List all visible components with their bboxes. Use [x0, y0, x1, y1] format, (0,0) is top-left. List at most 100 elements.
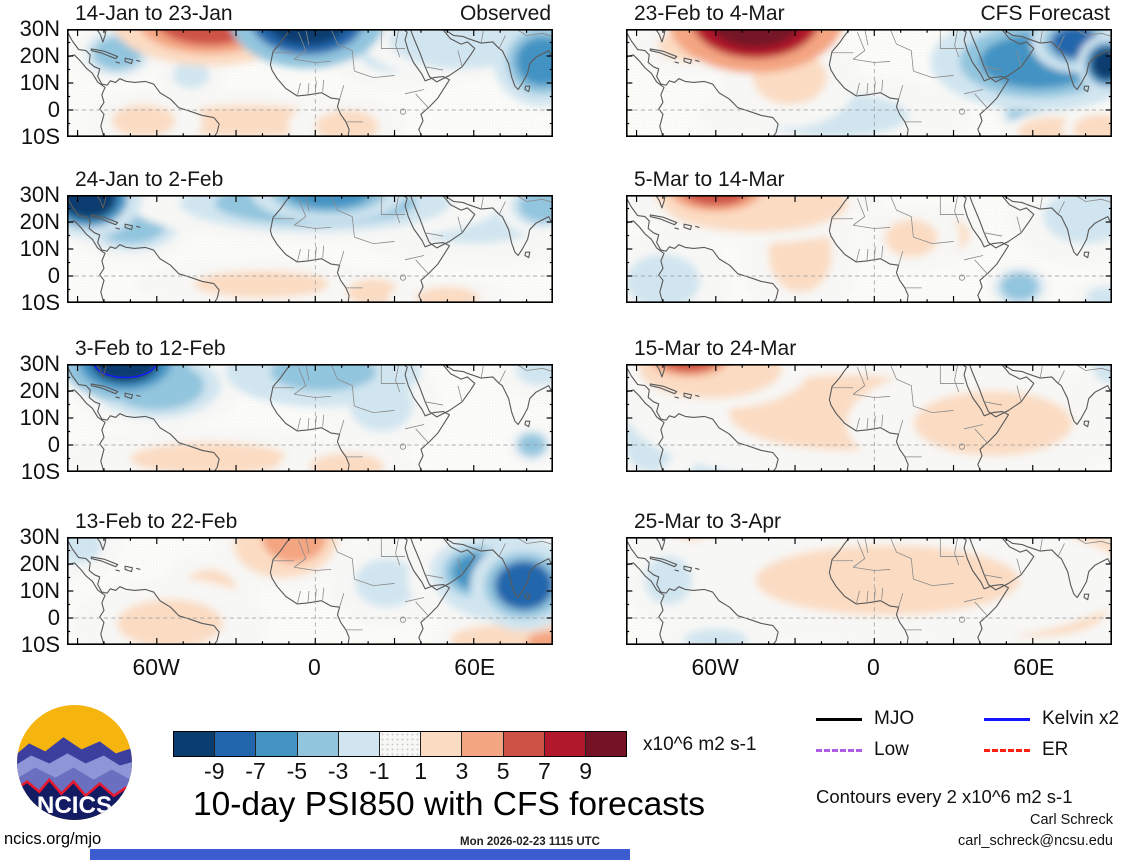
colorbar-segment — [462, 732, 504, 756]
panel-date-range: 3-Feb to 12-Feb — [75, 337, 226, 360]
anomaly-map — [626, 537, 1112, 645]
lat-tick-label: 0 — [47, 605, 60, 630]
author-credit: Carl Schreck — [1030, 812, 1113, 828]
lat-tick-label: 10S — [20, 290, 60, 315]
logo-red-ridgeline — [17, 777, 132, 798]
kelvin-line-swatch — [984, 717, 1030, 721]
anomaly-map — [67, 537, 553, 645]
anomaly-map — [67, 364, 553, 472]
lat-tick-label: 0 — [47, 263, 60, 288]
figure-title: 10-day PSI850 with CFS forecasts — [192, 786, 706, 823]
legend-label: Kelvin x2 — [1042, 708, 1120, 729]
generation-timestamp: Mon 2026-02-23 1115 UTC — [460, 836, 600, 848]
colorbar-boundary-label: -3 — [327, 758, 349, 784]
colorbar-segment — [174, 732, 216, 756]
map-panel: 23-Feb to 4-Mar CFS Forecast — [626, 2, 1112, 137]
lat-tick-label: 10S — [20, 632, 60, 657]
colorbar-segment — [503, 732, 545, 756]
colorbar-segment — [585, 732, 627, 756]
panel-date-range: 15-Mar to 24-Mar — [634, 337, 797, 360]
panel-source-tag: Observed — [459, 2, 551, 25]
lon-tick-label: 60W — [132, 654, 180, 680]
map-panel: 24-Jan to 2-Feb — [67, 168, 553, 303]
anomaly-map — [67, 195, 553, 303]
colorbar-boundary-label: 3 — [455, 758, 469, 784]
map-panel: 15-Mar to 24-Mar — [626, 337, 1112, 472]
logo-text: NCICS — [37, 792, 112, 819]
map-panel: 5-Mar to 14-Mar — [626, 168, 1112, 303]
er-line-swatch — [984, 748, 1030, 752]
panel-date-range: 5-Mar to 14-Mar — [634, 168, 785, 191]
lat-tick-label: 20N — [19, 43, 60, 68]
lon-tick-label: 0 — [307, 654, 321, 680]
lat-tick-label: 30N — [19, 524, 60, 549]
lat-tick-label: 10N — [19, 236, 60, 261]
lon-tick-label: 0 — [866, 654, 880, 680]
longitude-axis-labels-right: 60W 0 60E — [626, 654, 1112, 686]
colorbar-boundary-label: -1 — [369, 758, 390, 784]
lat-tick-label: 20N — [19, 378, 60, 403]
anomaly-map — [67, 29, 553, 137]
website-text: ncics.org/mjo — [4, 830, 102, 848]
legend-label: Low — [874, 739, 909, 760]
contour-interval-note: Contours every 2 x10^6 m2 s-1 — [816, 786, 1073, 807]
panel-date-range: 24-Jan to 2-Feb — [75, 168, 224, 191]
anomaly-map — [626, 364, 1112, 472]
legend-label: ER — [1042, 739, 1069, 760]
map-panel: 25-Mar to 3-Apr — [626, 510, 1112, 645]
anomaly-map — [626, 195, 1112, 303]
panel-date-range: 13-Feb to 22-Feb — [75, 510, 238, 533]
lat-tick-label: 10N — [19, 405, 60, 430]
map-panel: 3-Feb to 12-Feb — [67, 337, 553, 472]
legend-item-low: Low — [816, 739, 909, 761]
colorbar-segment — [297, 732, 339, 756]
lon-tick-label: 60E — [454, 654, 496, 680]
bottom-blue-bar — [90, 849, 630, 860]
colorbar-segment — [544, 732, 586, 756]
lat-tick-label: 10N — [19, 578, 60, 603]
colorbar-boundary-label: 1 — [414, 758, 427, 784]
longitude-axis-labels-left: 60W 0 60E — [67, 654, 553, 686]
anomaly-map — [626, 29, 1112, 137]
latitude-axis-labels: 30N 20N 10N 0 10S 30N 20N 10N 0 10S 30N 20N 10N 0 10S 3… — [2, 0, 62, 700]
colorbar-segment — [256, 732, 298, 756]
colorbar-segment — [421, 732, 463, 756]
author-email: carl_schreck@ncsu.edu — [958, 833, 1113, 849]
map-panel: 13-Feb to 22-Feb — [67, 510, 553, 645]
panel-date-range: 23-Feb to 4-Mar — [634, 2, 785, 25]
legend-item-mjo: MJO — [816, 708, 914, 730]
colorbar-boundary-label: -7 — [245, 758, 266, 784]
colorbar-boundary-label: -9 — [204, 758, 225, 784]
colorbar-tick-labels: -9 -7 -5 -3 -1 1 3 5 7 9 — [173, 758, 627, 786]
mjo-line-swatch — [816, 717, 862, 721]
lat-tick-label: 10S — [20, 124, 60, 149]
legend-item-er: ER — [984, 739, 1068, 761]
lon-tick-label: 60E — [1013, 654, 1055, 680]
lat-tick-label: 10S — [20, 459, 60, 484]
lat-tick-label: 10N — [19, 70, 60, 95]
panel-date-range: 25-Mar to 3-Apr — [634, 510, 782, 533]
legend-label: MJO — [874, 708, 915, 729]
low-line-swatch — [816, 748, 862, 752]
lat-tick-label: 20N — [19, 551, 60, 576]
colorbar-boundary-label: 5 — [496, 758, 510, 784]
colorbar-boundary-label: -5 — [286, 758, 308, 784]
lat-tick-label: 0 — [47, 97, 60, 122]
lat-tick-label: 30N — [19, 182, 60, 207]
lat-tick-label: 20N — [19, 209, 60, 234]
colorbar-segment — [338, 732, 380, 756]
lon-tick-label: 60W — [691, 654, 739, 680]
colorbar-boundary-label: 9 — [579, 758, 593, 784]
colorbar-units-label: x10^6 m2 s-1 — [643, 734, 757, 755]
lat-tick-label: 30N — [19, 16, 60, 41]
colorbar — [173, 731, 627, 757]
lat-tick-label: 30N — [19, 351, 60, 376]
map-panel: 14-Jan to 23-Jan Observed — [67, 2, 553, 137]
panel-source-tag: CFS Forecast — [980, 2, 1110, 25]
ncics-logo: NCICS — [17, 705, 132, 820]
legend-item-kelvin: Kelvin x2 — [984, 708, 1119, 730]
colorbar-boundary-label: 7 — [538, 758, 551, 784]
logo-base — [17, 779, 132, 820]
panel-date-range: 14-Jan to 23-Jan — [75, 2, 233, 25]
